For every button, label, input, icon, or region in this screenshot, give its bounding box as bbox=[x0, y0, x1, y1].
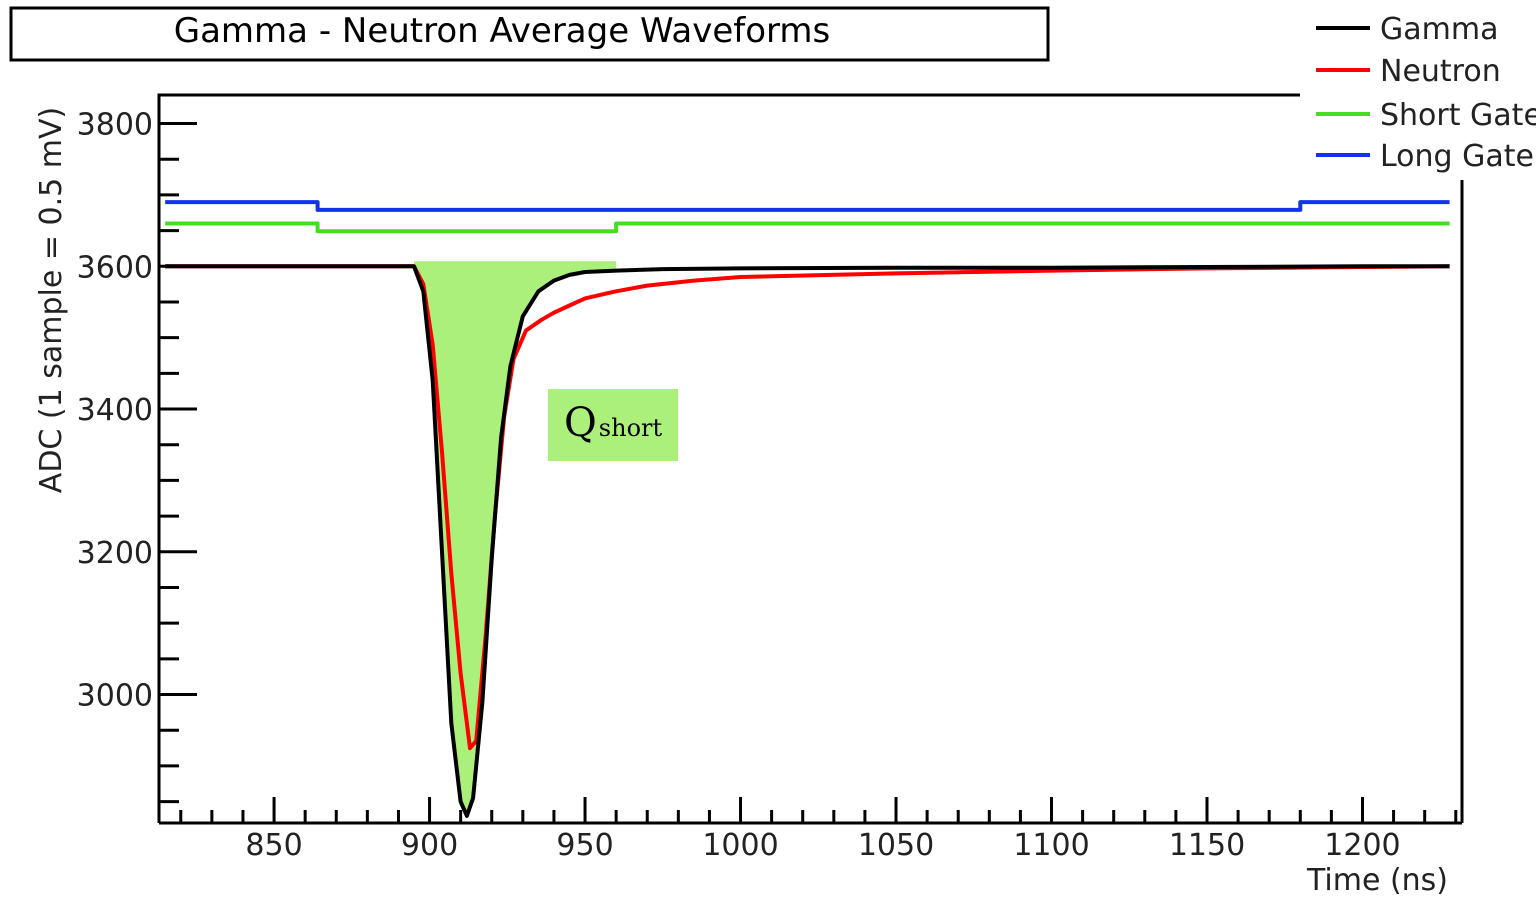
y-tick-label: 3800 bbox=[77, 108, 153, 143]
y-tick-label: 3600 bbox=[77, 250, 153, 285]
series-line-short-gate bbox=[165, 221, 1450, 234]
chart-title: Gamma - Neutron Average Waveforms bbox=[174, 11, 831, 51]
x-tick-label: 1150 bbox=[1169, 828, 1245, 863]
axes: 3000 3200 3400 3600 3800 850 900 950 1000 1050 110… bbox=[77, 93, 1464, 863]
series-lines bbox=[165, 200, 1450, 818]
legend-label: Short Gate bbox=[1380, 98, 1536, 133]
q-short-label-box bbox=[548, 389, 678, 461]
y-tick-label: 3000 bbox=[77, 679, 153, 714]
legend-label: Long Gate bbox=[1380, 139, 1534, 174]
legend-label: Gamma bbox=[1380, 12, 1498, 47]
x-tick-label: 1050 bbox=[858, 828, 934, 863]
y-tick-label: 3200 bbox=[77, 536, 153, 571]
series-line-long-gate bbox=[165, 200, 1450, 212]
q-short-region bbox=[414, 261, 617, 816]
x-tick-label: 850 bbox=[245, 828, 302, 863]
q-short-label-main: Q bbox=[564, 400, 597, 446]
q-short-fill bbox=[414, 261, 617, 816]
x-tick-label: 1200 bbox=[1324, 828, 1400, 863]
y-axis-label: ADC (1 sample = 0.5 mV) bbox=[34, 107, 69, 493]
q-short-annotation: Qshort bbox=[548, 389, 678, 461]
y-tick-label: 3400 bbox=[77, 393, 153, 428]
legend-background bbox=[1302, 4, 1534, 176]
x-tick-label: 950 bbox=[556, 828, 613, 863]
series-line-gamma bbox=[165, 264, 1450, 818]
q-short-label: Qshort bbox=[564, 400, 662, 446]
q-short-label-sub: short bbox=[599, 414, 663, 442]
x-tick-label: 900 bbox=[401, 828, 458, 863]
x-axis-label: Time (ns) bbox=[1306, 863, 1448, 898]
x-tick-label: 1100 bbox=[1013, 828, 1089, 863]
chart-title-box bbox=[9, 6, 1050, 62]
x-tick-label: 1000 bbox=[702, 828, 778, 863]
plot-frame-top-left bbox=[157, 93, 1300, 823]
legend: Gamma Neutron Short Gate Long Gate bbox=[1302, 4, 1536, 176]
legend-label: Neutron bbox=[1380, 54, 1501, 89]
series-line-neutron bbox=[165, 264, 1450, 751]
